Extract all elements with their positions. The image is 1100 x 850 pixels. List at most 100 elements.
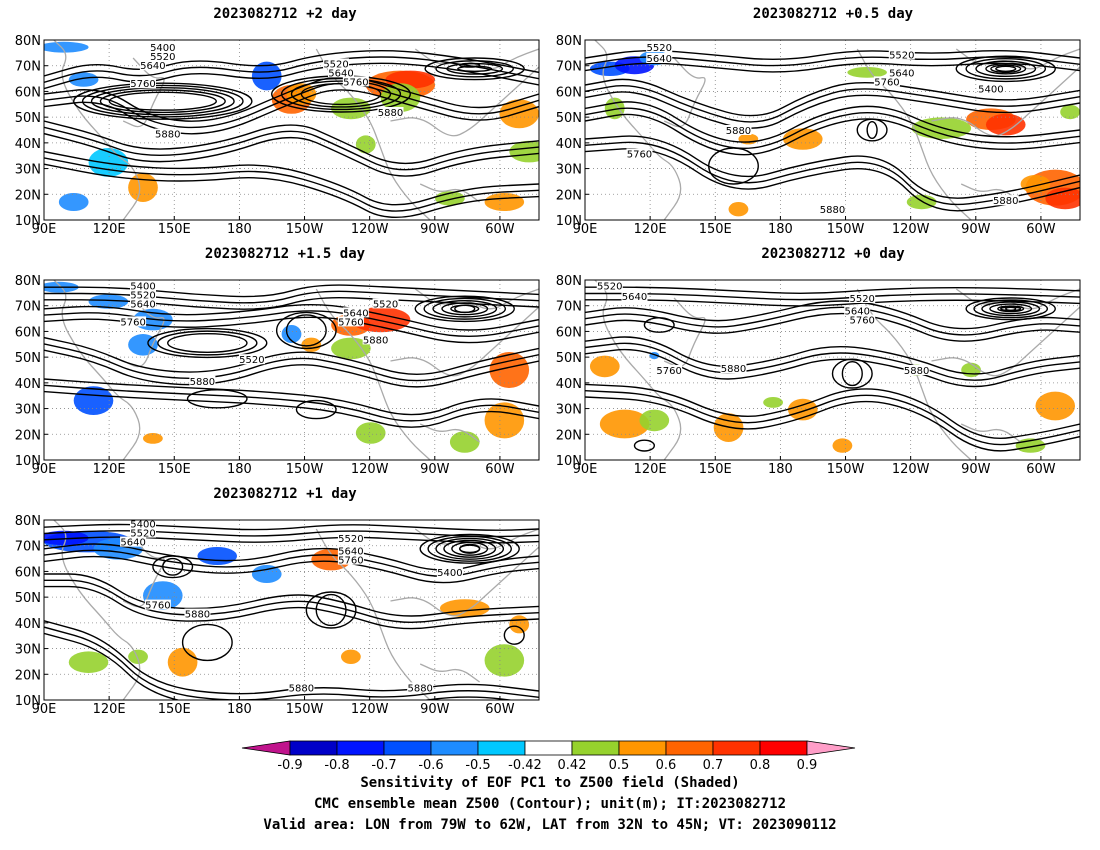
colorbar-segment-0 [289,740,338,756]
contour-label-p0-4: 5760 [849,316,874,327]
caption-line-1: Sensitivity of EOF PC1 to Z500 field (Sh… [360,775,740,791]
colorbar-tick-1: -0.8 [324,758,349,773]
sensitivity-shading-p1-9 [128,649,148,664]
z500-contour-p2-1-2 [44,89,539,135]
z500-closed-contour-p05-2-0 [856,118,888,142]
lon-label-p05-0: 90E [573,222,598,237]
z500-contour-p15-1-0 [44,303,539,331]
sensitivity-shading-p1-11 [68,651,109,673]
map-frame-p05 [584,39,1081,221]
z500-contour-p05-1-1 [585,84,1080,123]
lat-label-p1-1: 70N [15,540,41,555]
lat-label-p2-3: 50N [15,111,41,126]
sensitivity-shading-p15-13 [143,433,163,444]
map-panel-p15: 5400552056405760552056405760588055205880… [15,274,540,477]
lat-label-p2-6: 20N [15,188,41,203]
z500-contour-p0-3-1 [585,390,1080,446]
colorbar-tick-7: 0.5 [609,758,630,773]
lon-label-p05-4: 150W [827,222,865,237]
lat-label-p05-6: 20N [556,188,582,203]
contour-label-p1-4: 5880 [185,610,210,621]
z500-closed-contour-p2-0-4 [108,91,217,111]
contour-label-bg-p2-4 [323,58,350,69]
panel-title-p0: 2023082712 +0 day [761,246,905,262]
sensitivity-shading-p05-5 [847,67,887,78]
z500-closed-contour-p1-2-0 [305,591,357,629]
contour-label-p0-7: 5880 [904,366,929,377]
contour-label-p15-7: 5880 [363,335,388,346]
contour-label-bg-p2-0 [149,42,176,53]
z500-closed-contour-p15-5-0 [295,399,337,420]
lon-label-p05-5: 120W [892,222,930,237]
contour-label-p15-8: 5520 [373,299,398,310]
contour-label-p05-7: 5880 [726,126,751,137]
map-frame-p15 [43,279,540,461]
z500-closed-contour-p0-0-3 [989,303,1033,315]
contour-label-bg-p2-3 [130,78,156,89]
lat-label-p0-3: 50N [556,351,582,366]
colorbar-tick-10: 0.8 [750,758,771,773]
panel-title-p15: 2023082712 +1.5 day [204,246,366,262]
z500-contour-p15-3-0 [44,378,539,416]
z500-closed-contour-p15-3-1 [285,314,327,347]
contour-label-bg-p15-0 [130,280,156,291]
contour-label-p2-2: 5640 [140,61,165,72]
lon-label-p05-7: 60W [1026,222,1056,237]
lon-label-p15-5: 120W [351,462,389,477]
colorbar-tick-6: 0.42 [558,758,587,773]
lon-label-p2-1: 120E [93,222,126,237]
z500-contour-p2-2-1 [44,126,539,171]
sensitivity-shading-p1-13 [509,615,530,634]
lat-label-p05-7: 10N [556,214,582,229]
contour-label-bg-p2-1 [149,51,176,62]
contour-label-bg-p15-6 [337,316,364,327]
contour-label-bg-p2-6 [342,76,369,87]
contour-label-bg-p1-8 [436,567,463,578]
sensitivity-shading-p2-16 [58,193,89,211]
contour-label-p1-8: 5400 [437,568,462,579]
contour-label-bg-p05-5 [977,83,1004,94]
contour-label-p2-1: 5520 [150,52,175,63]
lat-label-p15-1: 70N [15,300,41,315]
z500-closed-contour-p2-0-3 [99,89,226,114]
colorbar-tick-9: 0.7 [703,758,724,773]
contour-label-p05-8: 5880 [820,205,845,216]
z500-closed-contour-p1-4-0 [181,623,233,662]
contour-label-bg-p15-8 [372,298,399,309]
z500-contour-p0-2-2 [585,348,1080,388]
contour-label-bg-p1-1 [130,527,156,538]
z500-closed-contour-p15-0-0 [414,295,515,323]
sensitivity-shading-p15-1 [88,294,129,309]
caption-line-2: CMC ensemble mean Z500 (Contour); unit(m… [313,796,786,812]
sensitivity-shading-p0-10 [832,438,853,453]
contour-label-bg-p15-3 [120,316,147,327]
z500-closed-contour-p1-3-0 [152,555,194,579]
z500-closed-contour-p1-1-0 [459,544,481,554]
z500-contour-p2-0-2 [44,62,539,90]
contour-label-p15-0: 5400 [130,281,155,292]
lat-label-p1-0: 80N [15,514,41,529]
lon-label-p05-3: 180 [768,222,793,237]
z500-closed-contour-p15-0-2 [432,300,498,318]
colorbar-segment-9 [712,740,761,756]
coastline-p2-0 [53,40,141,220]
z500-contour-p0-1-0 [585,300,1080,330]
lat-label-p0-5: 30N [556,403,582,418]
z500-contour-p0-3-2 [585,396,1080,452]
z500-contour-p2-2-2 [44,132,539,177]
sensitivity-shading-p15-10 [489,352,530,388]
colorbar-segment-2 [383,740,432,756]
z500-closed-contour-p1-3-1 [162,557,184,576]
lat-label-p05-3: 50N [556,111,582,126]
lon-label-p1-6: 90W [420,702,450,717]
z500-contour-p15-2-2 [44,349,539,388]
sensitivity-shading-p1-8 [167,647,198,677]
z500-closed-contour-p1-0-2 [435,537,505,560]
contour-label-p2-0: 5400 [150,43,175,54]
z500-closed-contour-p2-1-3 [300,82,382,106]
lat-label-p1-6: 20N [15,668,41,683]
colorbar: -0.9 -0.8 -0.7 -0.6 -0.5 -0.42 0.42 0.5 0.6 0.7 0.… [241,740,856,773]
z500-contour-p1-3-2 [44,632,516,700]
lat-label-p1-7: 10N [15,694,41,709]
coastline-p15-0 [53,280,141,460]
